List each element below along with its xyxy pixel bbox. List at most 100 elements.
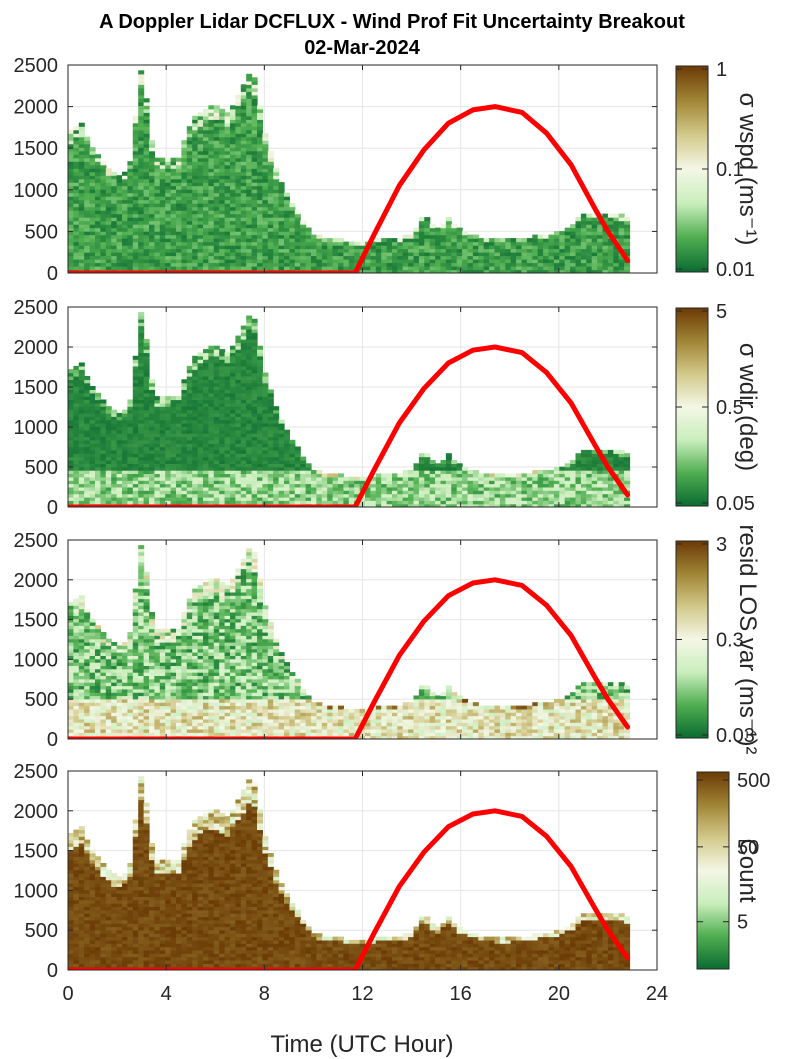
heatmap-cell — [257, 217, 263, 222]
heatmap-cell — [613, 453, 620, 458]
heatmap-cell — [89, 241, 96, 246]
heatmap-cell — [176, 490, 182, 495]
heatmap-cell — [68, 213, 74, 218]
heatmap-cell — [89, 206, 96, 211]
heatmap-cell — [197, 147, 204, 152]
heatmap-cell — [624, 470, 631, 474]
heatmap-cell — [478, 252, 485, 257]
heatmap-cell — [149, 213, 155, 218]
heatmap-cell — [78, 192, 85, 197]
heatmap-cell — [537, 470, 544, 474]
heatmap-cell — [273, 241, 280, 246]
heatmap-cell — [381, 493, 388, 498]
heatmap-cell — [84, 500, 91, 505]
heatmap-cell — [343, 266, 350, 271]
heatmap-cell — [424, 241, 431, 246]
heatmap-cell — [251, 332, 258, 337]
heatmap-cell — [607, 259, 614, 264]
heatmap-cell — [257, 168, 263, 173]
heatmap-cell — [510, 248, 517, 253]
heatmap-cell — [192, 238, 199, 243]
heatmap-cell — [127, 490, 134, 495]
heatmap-cell — [472, 486, 479, 491]
heatmap-cell — [203, 140, 209, 145]
heatmap-cell — [235, 409, 242, 414]
heatmap-cell — [197, 150, 204, 155]
heatmap-cell — [159, 500, 166, 505]
heatmap-cell — [402, 496, 409, 501]
heatmap-cell — [472, 476, 479, 481]
heatmap-cell — [73, 409, 80, 414]
heatmap-cell — [445, 259, 452, 264]
heatmap-cell — [510, 490, 517, 495]
heatmap-cell — [159, 227, 166, 232]
heatmap-cell — [78, 433, 85, 438]
heatmap-cell — [284, 500, 290, 505]
heatmap-cell — [224, 213, 231, 218]
heatmap-cell — [149, 396, 155, 401]
heatmap-cell — [122, 416, 128, 421]
heatmap-cell — [84, 213, 91, 218]
heatmap-cell — [213, 490, 220, 495]
heatmap-cell — [176, 161, 182, 166]
heatmap-cell — [181, 423, 188, 427]
heatmap-cell — [251, 389, 258, 394]
heatmap-cell — [219, 436, 226, 441]
heatmap-cell — [537, 238, 544, 243]
heatmap-cell — [89, 466, 96, 471]
heatmap-cell — [230, 136, 236, 141]
heatmap-cell — [224, 220, 231, 225]
heatmap-cell — [408, 486, 415, 491]
heatmap-cell — [257, 426, 263, 431]
heatmap-cell — [132, 143, 139, 148]
heatmap-cell — [224, 164, 231, 169]
heatmap-cell — [224, 171, 231, 176]
heatmap-cell — [203, 231, 209, 236]
heatmap-cell — [451, 238, 458, 243]
heatmap-cell — [208, 449, 215, 454]
heatmap-cell — [122, 412, 128, 417]
heatmap-cell — [73, 161, 80, 166]
heatmap-cell — [564, 470, 571, 474]
heatmap-cell — [230, 227, 236, 232]
heatmap-cell — [273, 227, 280, 232]
heatmap-cell — [489, 245, 496, 250]
heatmap-cell — [240, 101, 247, 106]
heatmap-cell — [386, 490, 393, 495]
heatmap-cell — [192, 192, 199, 197]
heatmap-cell — [149, 196, 155, 201]
heatmap-cell — [197, 355, 204, 360]
heatmap-cell — [575, 490, 582, 495]
heatmap-cell — [235, 453, 242, 458]
heatmap-cell — [192, 122, 199, 127]
heatmap-cell — [348, 248, 355, 253]
heatmap-cell — [219, 241, 226, 246]
heatmap-cell — [240, 140, 247, 145]
heatmap-cell — [494, 480, 501, 485]
heatmap-cell — [289, 206, 296, 211]
heatmap-cell — [618, 456, 625, 461]
heatmap-cell — [165, 238, 172, 243]
heatmap-cell — [294, 255, 301, 260]
heatmap-cell — [343, 486, 350, 491]
heatmap-cell — [132, 217, 139, 222]
heatmap-cell — [197, 112, 204, 117]
heatmap-cell — [105, 227, 112, 232]
heatmap-cell — [235, 365, 242, 370]
heatmap-cell — [68, 175, 74, 180]
heatmap-cell — [143, 345, 150, 350]
heatmap-cell — [100, 248, 107, 253]
heatmap-cell — [235, 486, 242, 491]
heatmap-cell — [116, 449, 123, 454]
heatmap-cell — [138, 171, 145, 176]
heatmap-cell — [246, 129, 253, 134]
heatmap-cell — [143, 429, 150, 434]
heatmap-cell — [132, 416, 139, 421]
heatmap-cell — [100, 185, 107, 190]
heatmap-cell — [73, 456, 80, 461]
heatmap-cell — [111, 196, 118, 201]
heatmap-cell — [224, 355, 231, 360]
heatmap-cell — [300, 470, 307, 474]
heatmap-cell — [73, 241, 80, 246]
heatmap-cell — [84, 409, 91, 414]
